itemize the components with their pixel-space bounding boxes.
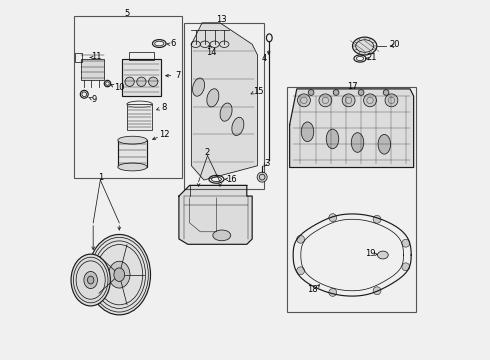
Bar [74, 16, 182, 178]
Ellipse shape [257, 172, 267, 182]
Bar [118, 140, 147, 167]
Circle shape [148, 77, 158, 86]
Text: 6: 6 [171, 39, 176, 48]
Circle shape [358, 90, 364, 95]
Circle shape [297, 94, 310, 107]
Text: 7: 7 [175, 71, 180, 80]
Polygon shape [192, 23, 258, 180]
Ellipse shape [71, 254, 110, 306]
Ellipse shape [109, 261, 130, 288]
Ellipse shape [351, 133, 364, 152]
Text: 15: 15 [253, 87, 263, 96]
Circle shape [383, 90, 389, 95]
Bar [122, 59, 161, 96]
Ellipse shape [88, 276, 94, 284]
Ellipse shape [326, 129, 339, 149]
Text: 1: 1 [98, 173, 103, 182]
Circle shape [373, 287, 381, 295]
Text: 10: 10 [114, 83, 124, 92]
Ellipse shape [352, 37, 377, 55]
Ellipse shape [114, 268, 124, 282]
Ellipse shape [118, 163, 147, 171]
Text: 8: 8 [162, 103, 167, 112]
Text: 11: 11 [92, 51, 102, 60]
Circle shape [342, 94, 355, 107]
Circle shape [296, 235, 304, 243]
Circle shape [373, 215, 381, 223]
Text: 12: 12 [159, 130, 170, 139]
Circle shape [402, 263, 410, 271]
Ellipse shape [213, 230, 231, 241]
Text: 21: 21 [367, 53, 377, 62]
Ellipse shape [378, 134, 391, 154]
Circle shape [137, 77, 146, 86]
Text: 4: 4 [262, 54, 267, 63]
Bar [127, 104, 152, 130]
Ellipse shape [193, 78, 205, 96]
Text: 2: 2 [205, 148, 210, 157]
Circle shape [308, 90, 314, 95]
Text: 9: 9 [92, 95, 97, 104]
Ellipse shape [88, 234, 150, 315]
Bar [81, 59, 104, 80]
Text: 3: 3 [265, 159, 270, 168]
Ellipse shape [207, 89, 219, 107]
Circle shape [329, 214, 337, 221]
Text: 13: 13 [217, 15, 227, 24]
Circle shape [402, 239, 410, 247]
Polygon shape [290, 89, 414, 167]
Bar [287, 87, 416, 312]
Text: 20: 20 [390, 40, 400, 49]
Bar [75, 53, 82, 62]
Circle shape [329, 288, 337, 296]
Circle shape [319, 94, 332, 107]
Ellipse shape [377, 251, 388, 259]
Text: 18: 18 [307, 285, 318, 294]
Circle shape [364, 94, 376, 107]
Text: 16: 16 [226, 175, 237, 184]
Text: 5: 5 [124, 9, 130, 18]
Bar [184, 23, 264, 189]
Circle shape [296, 267, 304, 275]
Ellipse shape [118, 136, 147, 144]
Ellipse shape [232, 117, 244, 135]
Text: 14: 14 [206, 48, 216, 57]
Circle shape [385, 94, 398, 107]
Circle shape [333, 90, 339, 95]
Circle shape [125, 77, 134, 86]
Ellipse shape [84, 271, 98, 289]
Text: 17: 17 [347, 82, 358, 91]
Polygon shape [179, 185, 252, 244]
Ellipse shape [220, 103, 232, 121]
Ellipse shape [301, 122, 314, 141]
Bar [129, 52, 154, 60]
Text: 19: 19 [365, 249, 375, 258]
